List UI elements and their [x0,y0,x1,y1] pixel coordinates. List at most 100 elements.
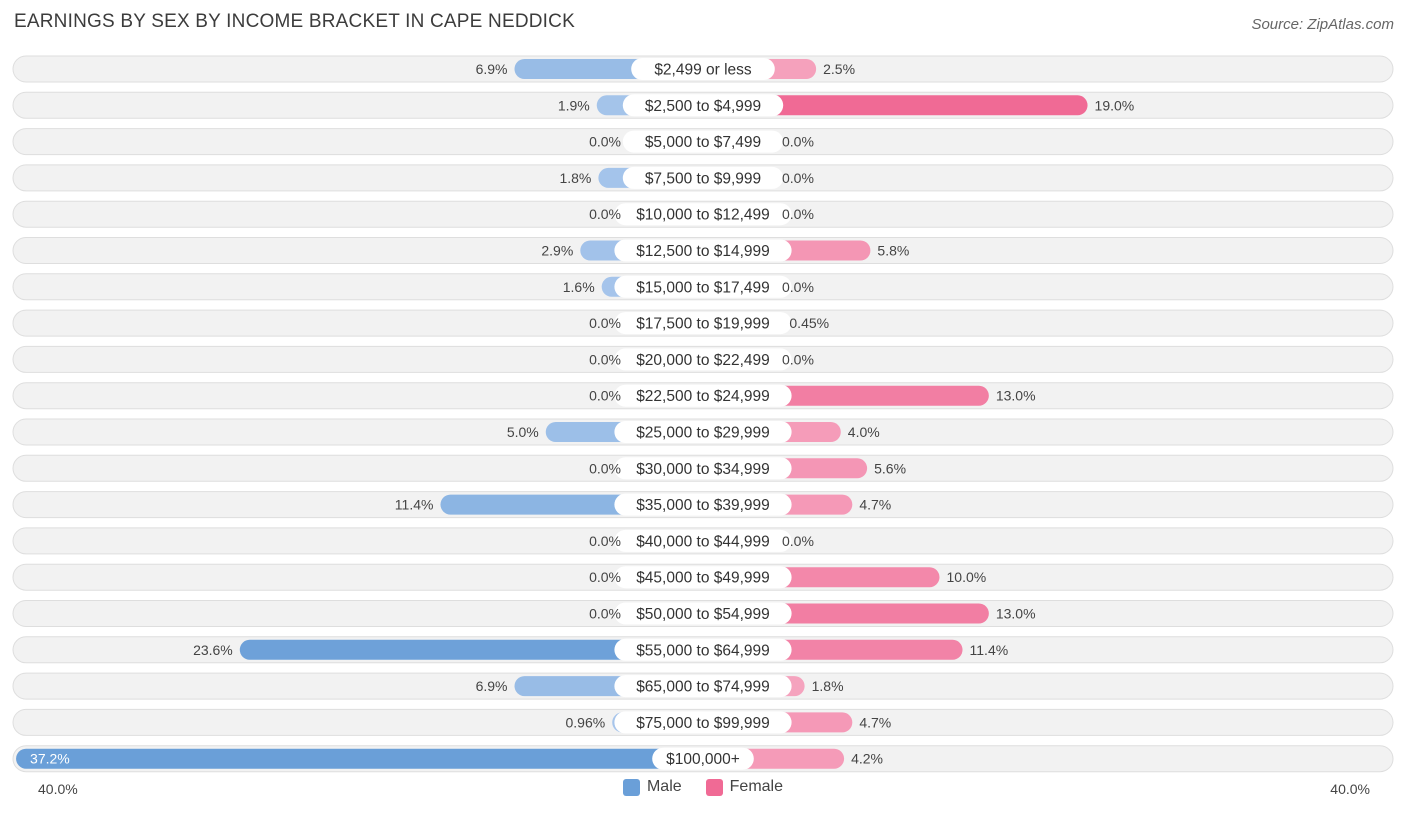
category-pill [614,566,792,589]
value-label-female: 4.7% [859,497,891,513]
chart-row: $10,000 to $12,499 0.0% 0.0% [12,200,1394,228]
category-label: $20,000 to $22,499 [636,352,770,369]
value-label-male: 1.9% [558,97,590,113]
chart-row: $2,500 to $4,999 1.9% 19.0% [12,91,1394,119]
chart-row: $20,000 to $22,499 0.0% 0.0% [12,345,1394,373]
category-label: $15,000 to $17,499 [636,279,770,296]
value-label-male: 0.96% [566,714,606,730]
legend-item-male[interactable]: Male [622,778,682,796]
chart-row: $15,000 to $17,499 1.6% 0.0% [12,273,1394,301]
bar-male [16,748,704,769]
category-pill [614,239,792,262]
value-label-male: 1.8% [559,170,591,186]
value-label-male: 0.0% [589,569,621,585]
value-label-male: 0.0% [589,351,621,367]
legend-item-female[interactable]: Female [705,778,784,796]
bar-female [703,95,1088,116]
category-label: $55,000 to $64,999 [636,642,770,659]
value-label-male: 0.0% [589,315,621,331]
category-pill [614,275,792,298]
legend: Male Female [0,778,1406,796]
value-label-male: 6.9% [476,61,508,77]
value-label-female: 4.2% [851,751,883,767]
value-label-male: 23.6% [193,642,233,658]
category-pill [614,421,792,443]
value-label-male: 2.9% [541,243,573,259]
value-label-male: 0.0% [589,533,621,549]
category-label: $25,000 to $29,999 [636,425,770,442]
category-label: $35,000 to $39,999 [636,497,770,514]
category-label: $22,500 to $24,999 [636,388,770,405]
chart-row: $22,500 to $24,999 0.0% 13.0% [12,382,1394,410]
chart-row: $50,000 to $54,999 0.0% 13.0% [12,600,1394,627]
chart-row: $45,000 to $49,999 0.0% 10.0% [12,563,1394,591]
bar-male [239,639,703,660]
axis-right-label: 40.0% [1330,781,1370,797]
category-pill [614,348,792,371]
category-pill [614,638,792,661]
value-label-female: 0.0% [782,533,814,549]
category-label: $100,000+ [666,751,740,768]
category-pill [652,747,754,770]
legend-label-female: Female [729,778,784,795]
value-label-female: 4.0% [848,424,880,440]
value-label-female: 0.0% [782,279,814,295]
value-label-female: 0.0% [782,206,814,222]
value-label-female: 2.5% [823,61,855,77]
category-pill [614,203,792,226]
category-pill [614,457,792,480]
value-label-female: 0.0% [782,351,814,367]
category-label: $75,000 to $99,999 [636,715,770,732]
chart-row: $100,000+ 37.2% 4.2% [12,745,1394,773]
chart-row: $55,000 to $64,999 23.6% 11.4% [12,636,1394,664]
value-label-male: 11.4% [395,497,434,513]
value-label-male: 5.0% [507,424,539,440]
legend-swatch-female [705,778,723,796]
category-label: $30,000 to $34,999 [636,461,770,478]
category-label: $40,000 to $44,999 [636,533,770,550]
category-pill [614,711,792,734]
chart-row: $12,500 to $14,999 2.9% 5.8% [12,237,1394,264]
category-label: $65,000 to $74,999 [636,679,770,696]
category-pill [614,312,792,335]
category-pill [614,384,792,407]
value-label-male: 6.9% [476,678,508,694]
chart-row: $40,000 to $44,999 0.0% 0.0% [12,527,1394,555]
value-label-female: 13.0% [996,606,1036,622]
category-pill [614,529,792,552]
value-label-female: 5.6% [874,460,906,476]
category-label: $45,000 to $49,999 [636,570,770,587]
value-label-male: 0.0% [589,388,621,404]
category-pill [614,493,792,516]
value-label-male: 0.0% [589,134,621,150]
category-label: $7,500 to $9,999 [645,170,761,187]
value-label-male: 0.0% [589,206,621,222]
chart-row: $17,500 to $19,999 0.0% 0.45% [12,309,1394,337]
legend-label-male: Male [646,778,682,795]
category-label: $5,000 to $7,499 [645,134,761,151]
source-label: Source: ZipAtlas.com [1251,16,1394,33]
value-label-female: 0.0% [782,134,814,150]
value-label-male: 0.0% [589,606,621,622]
chart-row: $7,500 to $9,999 1.8% 0.0% [12,164,1394,192]
value-label-female: 11.4% [970,642,1009,658]
value-label-female: 13.0% [996,388,1036,404]
category-label: $2,500 to $4,999 [645,98,761,115]
value-label-male: 37.2% [30,751,70,767]
chart-row: $5,000 to $7,499 0.0% 0.0% [12,128,1394,156]
category-label: $50,000 to $54,999 [636,606,770,623]
chart-row: $30,000 to $34,999 0.0% 5.6% [12,454,1394,482]
category-pill [622,166,784,189]
category-pill [622,94,784,117]
chart-row: $25,000 to $29,999 5.0% 4.0% [12,418,1394,446]
value-label-female: 10.0% [947,569,987,585]
category-label: $2,499 or less [654,62,752,79]
category-pill [622,130,784,153]
category-label: $10,000 to $12,499 [636,207,770,224]
chart-row: $2,499 or less 6.9% 2.5% [12,55,1394,83]
legend-swatch-male [622,778,640,796]
axis-left-label: 40.0% [38,781,78,797]
category-pill [631,58,775,80]
chart-title: EARNINGS BY SEX BY INCOME BRACKET IN CAP… [14,11,575,32]
